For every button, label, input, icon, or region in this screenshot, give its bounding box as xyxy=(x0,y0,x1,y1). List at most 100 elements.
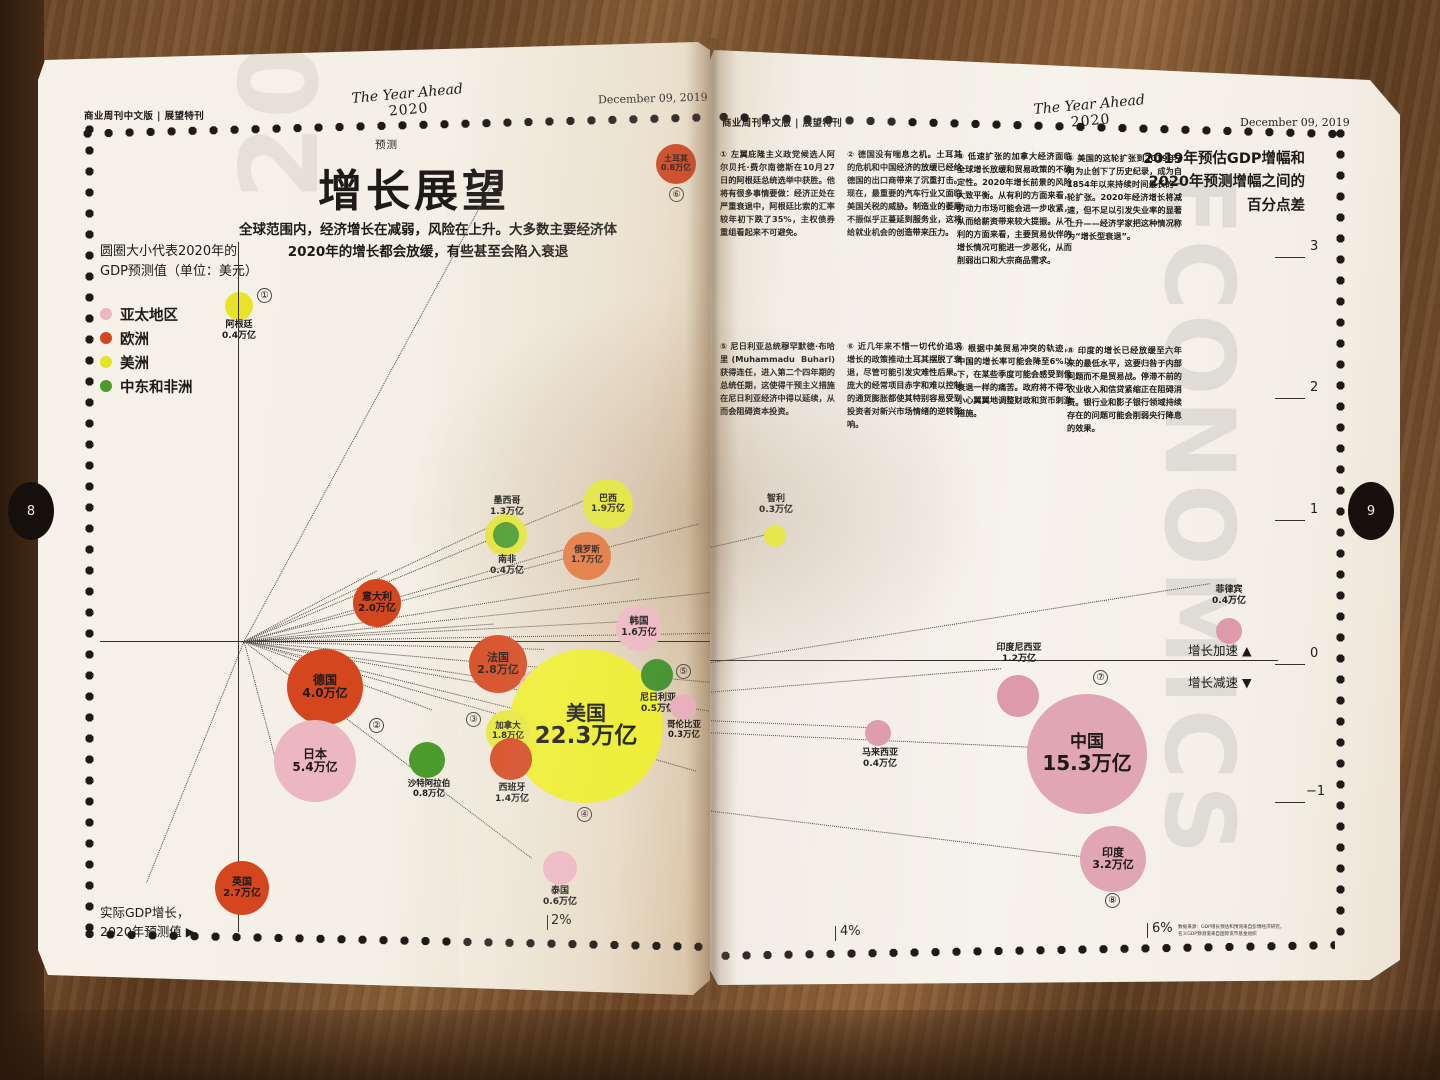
bubble-name-chile: 智利 xyxy=(766,494,785,504)
chart-axis-title-line3: 百分点差 xyxy=(1247,197,1305,214)
bubble-france[interactable]: 法国 2.8万亿 xyxy=(469,635,527,693)
bubble-label-philippines: 菲律宾 0.4万亿 xyxy=(1201,585,1257,606)
x-tick-mark-6pct xyxy=(1147,923,1149,938)
footnote-8: ⑧ 印度的增长已经放缓至六年来的最低水平，这要归咎于内部问题而不是贸易战。停滞不… xyxy=(1067,344,1182,435)
y-tick-rule-1 xyxy=(1275,520,1305,521)
bubble-malaysia[interactable] xyxy=(865,720,891,746)
bubble-value-thailand: 0.6万亿 xyxy=(543,896,577,907)
footnote-7: ⑦ 根据中美贸易冲突的轨迹，中国的增长率可能会降至6%以下，在某些季度可能会感受… xyxy=(957,342,1072,420)
note-marker-3[interactable]: ③ xyxy=(466,712,481,727)
bubble-name-china: 中国 xyxy=(1070,732,1104,753)
bubble-value-brazil: 1.9万亿 xyxy=(591,504,625,514)
y-tick-label-minus1: −1 xyxy=(1306,784,1326,799)
bubble-value-indonesia: 1.2万亿 xyxy=(1002,653,1036,664)
note-marker-8[interactable]: ⑧ xyxy=(1105,893,1120,908)
footnote-2: ② 德国没有喘息之机。土耳其的危机和中国经济的放缓已经给德国的出口商带来了沉重打… xyxy=(847,148,962,239)
y-tick-rule-3 xyxy=(1275,257,1305,258)
note-marker-4[interactable]: ④ xyxy=(577,807,592,822)
bubble-value-india: 3.2万亿 xyxy=(1092,858,1134,871)
y-axis-caption-accelerating: 增长加速 ▲ xyxy=(1188,643,1252,658)
bubble-name-italy: 意大利 xyxy=(362,591,392,603)
bubble-italy[interactable]: 意大利 2.0万亿 xyxy=(353,579,401,627)
bubble-russia[interactable]: 俄罗斯 1.7万亿 xyxy=(563,532,611,580)
footnote-5: ⑤ 尼日利亚总统穆罕默德·布哈里(Muhammadu Buhari)获得连任，进… xyxy=(720,340,835,418)
footnote-1-text: 左翼庇隆主义政党候选人阿尔贝托·费尔南德斯在10月27日的阿根廷总统选举中获胜。… xyxy=(720,149,835,237)
leader-line-indonesia-right xyxy=(710,668,1002,693)
deck-line-1: 全球范围内，经济增长在减弱，风险在上升。大多数主要经济体 xyxy=(239,222,617,238)
bubble-india[interactable]: 印度 3.2万亿 xyxy=(1080,826,1146,892)
bubble-name-brazil: 巴西 xyxy=(598,493,617,504)
page-number-right: 9 xyxy=(1366,503,1376,519)
footnote-4: ④ 美国的这轮扩张到2019年7月为止创下了历史纪录，成为自1854年以来持续时… xyxy=(1067,152,1182,243)
note-marker-5[interactable]: ⑤ xyxy=(676,664,691,679)
bubble-value-turkey: 0.8万亿 xyxy=(660,163,692,172)
dotted-border-left xyxy=(84,124,95,934)
bubble-name-south-korea: 韩国 xyxy=(629,616,649,628)
bubble-colombia[interactable] xyxy=(670,694,696,720)
bubble-brazil[interactable]: 巴西 1.9万亿 xyxy=(583,479,633,529)
x-axis-caption-line1: 实际GDP增长， xyxy=(100,905,190,920)
bubble-name-japan: 日本 xyxy=(302,746,327,761)
bubble-value-mexico: 1.3万亿 xyxy=(490,506,524,517)
bubble-value-south-korea: 1.6万亿 xyxy=(621,627,657,638)
bubble-turkey[interactable]: 土耳其 0.8万亿 xyxy=(656,144,696,184)
note-marker-1[interactable]: ① xyxy=(257,288,272,303)
bubble-value-china: 15.3万亿 xyxy=(1042,751,1132,776)
bubble-south-africa[interactable] xyxy=(493,522,519,548)
bubble-label-south-africa: 南非 0.4万亿 xyxy=(471,555,543,576)
bubble-value-germany: 4.0万亿 xyxy=(302,686,348,700)
note-marker-6[interactable]: ⑥ xyxy=(669,187,684,202)
x-tick-label-4pct: 4% xyxy=(840,924,861,939)
bubble-germany[interactable]: 德国 4.0万亿 xyxy=(287,649,363,725)
deck-line-2: 2020年的增长都会放缓，有些甚至会陷入衰退 xyxy=(287,243,569,260)
magazine-spread: 2020 商业周刊中文版 | 展望特刊 The Year Ahead 2020 … xyxy=(38,20,1406,1005)
bubble-indonesia[interactable] xyxy=(997,675,1039,717)
bubble-label-saudi-arabia: 沙特阿拉伯 0.8万亿 xyxy=(394,779,464,799)
leader-line-brazil xyxy=(243,491,605,642)
bubble-thailand[interactable] xyxy=(543,851,577,885)
bubble-united-states[interactable]: 美国 22.3万亿 xyxy=(509,649,663,803)
footnote-5-marker: ⑤ xyxy=(720,341,728,351)
footnote-6-marker: ⑥ xyxy=(847,341,855,351)
bubble-label-mexico: 墨西哥 1.3万亿 xyxy=(471,496,543,517)
bubble-nigeria[interactable] xyxy=(641,659,673,691)
bubble-united-kingdom[interactable]: 英国 2.7万亿 xyxy=(215,861,269,915)
bubble-spain[interactable] xyxy=(490,738,532,780)
footnote-3-text: 低速扩张的加拿大经济面临全球增长放缓和贸易政策的不确定性。2020年增长前景的风… xyxy=(957,151,1072,265)
issue-date-right: December 09, 2019 xyxy=(1240,116,1350,129)
bubble-chile[interactable] xyxy=(764,525,786,547)
bubble-value-japan: 5.4万亿 xyxy=(292,760,338,774)
bubble-value-malaysia: 0.4万亿 xyxy=(863,758,897,769)
footnote-2-marker: ② xyxy=(847,149,855,159)
footnote-1: ① 左翼庇隆主义政党候选人阿尔贝托·费尔南德斯在10月27日的阿根廷总统选举中获… xyxy=(720,148,835,239)
bubble-value-nigeria: 0.5万亿 xyxy=(641,703,675,714)
legend-item-asia-pacific[interactable]: 亚太地区 xyxy=(100,302,193,326)
bubble-saudi-arabia[interactable] xyxy=(409,742,445,778)
x-tick-mark-2pct xyxy=(547,915,549,930)
bubble-china[interactable]: 中国 15.3万亿 xyxy=(1027,694,1147,814)
y-tick-label-1: 1 xyxy=(1310,502,1319,517)
bubble-value-united-kingdom: 2.7万亿 xyxy=(223,888,261,899)
footnote-2-text: 德国没有喘息之机。土耳其的危机和中国经济的放缓已经给德国的出口商带来了沉重打击。… xyxy=(847,149,962,237)
page-deck: 全球范围内，经济增长在减弱，风险在上升。大多数主要经济体 2020年的增长都会放… xyxy=(228,220,628,264)
bubble-japan[interactable]: 日本 5.4万亿 xyxy=(274,720,356,802)
legend-item-mideast-africa[interactable]: 中东和非洲 xyxy=(100,374,193,398)
section-kicker: 预测 xyxy=(375,139,398,151)
legend-item-europe[interactable]: 欧洲 xyxy=(100,326,193,350)
x-zero-axis-line-left xyxy=(100,641,710,643)
bubble-philippines[interactable] xyxy=(1216,618,1242,644)
y-tick-label-2: 2 xyxy=(1310,380,1319,395)
footnote-3-marker: ③ xyxy=(957,151,965,161)
source-note-line1: 数据来源：GDP增长预估和预测来自彭博经济研究， xyxy=(1178,925,1285,930)
note-marker-7[interactable]: ⑦ xyxy=(1093,670,1108,685)
bubble-south-korea[interactable]: 韩国 1.6万亿 xyxy=(616,605,662,651)
legend-item-americas[interactable]: 美洲 xyxy=(100,350,193,374)
y-axis-line-left xyxy=(238,242,240,932)
page-number-left: 8 xyxy=(26,503,36,519)
y-tick-rule-2 xyxy=(1275,398,1305,399)
desk-shadow-left xyxy=(0,0,44,1080)
chart-axis-title: 2019年预估GDP增幅和 2020年预测增幅之间的 百分点差 xyxy=(1105,148,1305,218)
footnote-1-marker: ① xyxy=(720,149,728,159)
desk-shadow-bottom xyxy=(0,1010,1440,1080)
note-marker-2[interactable]: ② xyxy=(369,718,384,733)
